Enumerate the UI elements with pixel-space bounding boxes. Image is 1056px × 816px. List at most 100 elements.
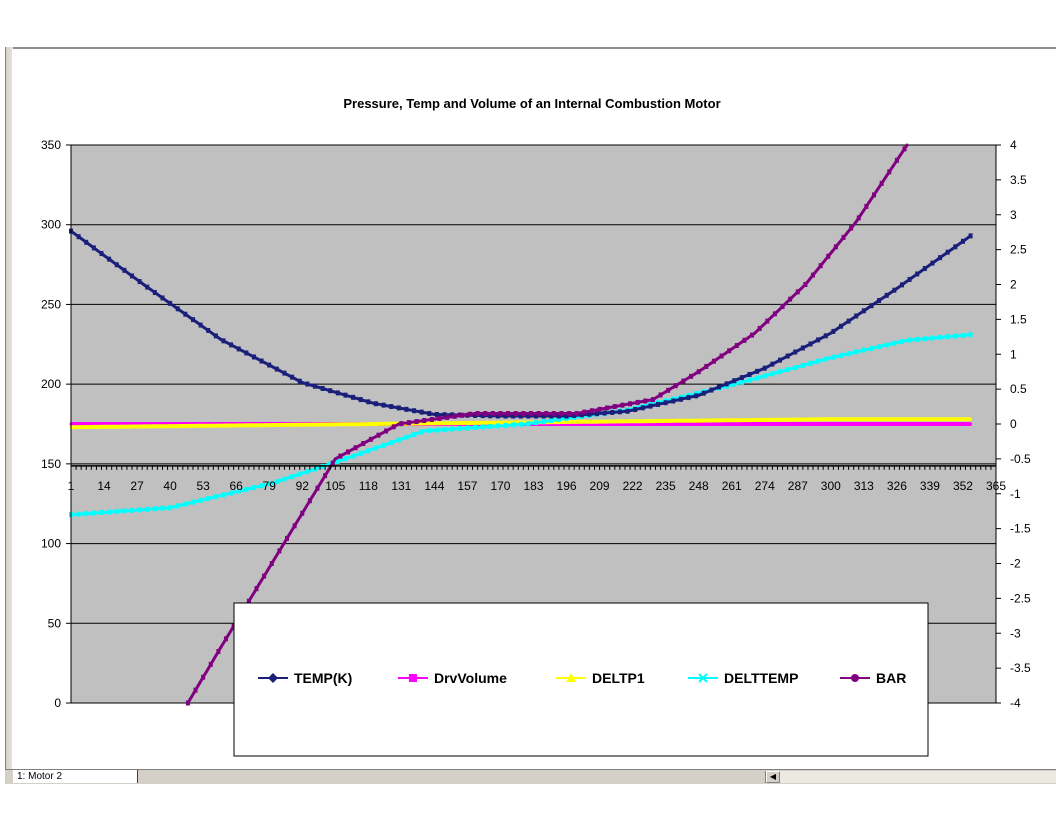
series-marker-temp-k- [534, 413, 539, 419]
series-marker-temp-k- [320, 385, 325, 391]
data-point-drvvolume [969, 422, 973, 426]
data-point-bar [905, 143, 909, 147]
series-marker-delttemp [351, 453, 356, 459]
series-marker-temp-k- [434, 411, 439, 417]
series-marker-delttemp [450, 426, 455, 432]
series-marker-temp-k- [343, 392, 348, 398]
series-marker-delttemp [549, 418, 554, 424]
series-marker-bar [323, 473, 328, 479]
series-marker-temp-k- [221, 338, 226, 344]
series-marker-temp-k- [152, 290, 157, 296]
series-marker-delttemp [434, 427, 439, 433]
data-point-temp-k- [371, 401, 375, 405]
series-marker-temp-k- [190, 317, 195, 323]
series-marker-bar [429, 416, 434, 422]
series-marker-temp-k- [678, 396, 683, 402]
data-point-bar [651, 398, 655, 402]
series-marker-bar [856, 215, 861, 221]
series-marker-temp-k- [419, 409, 424, 415]
series-marker-temp-k- [770, 361, 775, 367]
series-marker-delttemp [747, 377, 752, 383]
y-left-tick-label: 0 [54, 696, 61, 710]
series-marker-temp-k- [640, 405, 645, 411]
x-tick-label: 196 [557, 479, 577, 493]
x-tick-label: 235 [656, 479, 676, 493]
series-marker-temp-k- [930, 260, 935, 266]
series-marker-delttemp [488, 423, 493, 429]
sheet-top-border [5, 47, 1056, 49]
x-tick-label: 157 [457, 479, 477, 493]
data-point-deltp1 [676, 419, 680, 423]
series-marker-bar [765, 318, 770, 324]
data-point-bar [397, 422, 401, 426]
series-marker-delttemp [412, 432, 417, 438]
data-point-temp-k- [626, 409, 630, 413]
series-marker-bar [475, 411, 480, 417]
series-marker-bar [513, 411, 518, 417]
series-marker-temp-k- [617, 409, 622, 415]
y-left-tick-label: 150 [41, 457, 61, 471]
series-marker-bar [292, 523, 297, 529]
series-marker-temp-k- [816, 337, 821, 343]
series-marker-delttemp [884, 342, 889, 348]
series-marker-delttemp [854, 349, 859, 355]
x-tick-label: 287 [788, 479, 808, 493]
series-marker-temp-k- [709, 387, 714, 393]
series-marker-bar [445, 414, 450, 420]
x-tick-label: 105 [325, 479, 345, 493]
series-marker-delttemp [84, 511, 89, 517]
series-marker-temp-k- [351, 394, 356, 400]
data-point-delttemp [422, 429, 426, 433]
series-marker-bar [811, 272, 816, 278]
chart-title: Pressure, Temp and Volume of an Internal… [343, 96, 720, 111]
sheet-tab[interactable]: 1: Motor 2 [13, 770, 138, 783]
series-marker-temp-k- [450, 412, 455, 418]
series-marker-delttemp [76, 511, 81, 517]
y-left-tick-label: 350 [41, 138, 61, 152]
series-marker-bar [849, 225, 854, 231]
series-marker-temp-k- [823, 333, 828, 339]
series-marker-temp-k- [358, 397, 363, 403]
data-point-temp-k- [697, 393, 701, 397]
series-marker-bar [887, 169, 892, 175]
series-marker-bar [483, 411, 488, 417]
series-marker-delttemp [274, 479, 279, 485]
x-tick-label: 339 [920, 479, 940, 493]
sheet-left-border [5, 47, 13, 769]
series-marker-temp-k- [884, 292, 889, 298]
series-marker-bar [582, 409, 587, 415]
series-marker-temp-k- [76, 234, 81, 240]
series-marker-temp-k- [297, 378, 302, 384]
series-marker-delttemp [915, 336, 920, 342]
series-marker-temp-k- [717, 384, 722, 390]
series-marker-bar [612, 404, 617, 410]
series-marker-bar [521, 411, 526, 417]
series-marker-bar [300, 510, 305, 516]
series-marker-temp-k- [694, 393, 699, 399]
series-marker-bar [330, 460, 335, 466]
series-marker-bar [727, 348, 732, 354]
series-marker-bar [551, 411, 556, 417]
series-marker-delttemp [442, 427, 447, 433]
series-marker-temp-k- [198, 322, 203, 328]
series-marker-temp-k- [91, 245, 96, 251]
series-marker-delttemp [160, 505, 165, 511]
legend-marker-square-icon [409, 674, 417, 682]
series-marker-delttemp [770, 371, 775, 377]
series-marker-bar [788, 296, 793, 302]
series-marker-bar [361, 441, 366, 447]
series-marker-bar [224, 636, 229, 642]
series-marker-bar [193, 687, 198, 693]
series-marker-delttemp [114, 508, 119, 514]
series-marker-bar [597, 406, 602, 412]
scroll-left-icon[interactable]: ◀ [766, 771, 780, 783]
series-marker-bar [353, 445, 358, 451]
series-marker-temp-k- [915, 271, 920, 277]
y-left-tick-label: 100 [41, 537, 61, 551]
series-marker-bar [628, 401, 633, 407]
series-marker-bar [826, 253, 831, 259]
y-right-tick-label: 2 [1010, 278, 1017, 292]
series-marker-temp-k- [556, 413, 561, 419]
horizontal-scrollbar[interactable]: ◀ [765, 771, 1056, 783]
series-marker-delttemp [335, 458, 340, 464]
